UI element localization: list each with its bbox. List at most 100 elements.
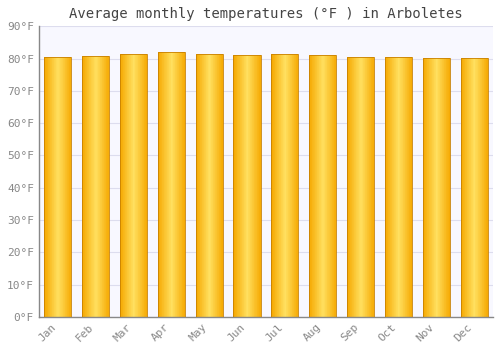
Bar xyxy=(255,55,256,317)
Bar xyxy=(104,56,105,317)
Bar xyxy=(214,54,216,317)
Bar xyxy=(240,55,241,317)
Bar xyxy=(56,57,57,317)
Bar xyxy=(243,55,244,317)
Bar xyxy=(334,55,335,317)
Bar xyxy=(406,57,408,317)
Bar xyxy=(460,58,461,317)
Bar xyxy=(348,57,349,317)
Bar xyxy=(166,52,167,317)
Bar xyxy=(479,58,480,317)
Bar xyxy=(132,54,133,317)
Bar xyxy=(92,56,93,317)
Bar xyxy=(128,54,130,317)
Bar xyxy=(443,58,444,317)
Bar xyxy=(282,54,283,317)
Bar xyxy=(47,57,48,317)
Bar xyxy=(327,55,328,317)
Bar xyxy=(440,58,441,317)
Bar xyxy=(309,55,310,317)
Bar xyxy=(122,54,123,317)
Bar xyxy=(222,54,223,317)
Bar xyxy=(410,57,412,317)
Bar xyxy=(290,54,291,317)
Bar xyxy=(385,57,412,317)
Bar xyxy=(66,57,68,317)
Bar xyxy=(358,57,359,317)
Bar xyxy=(283,54,284,317)
Bar xyxy=(276,54,278,317)
Bar xyxy=(182,52,183,317)
Bar xyxy=(70,57,72,317)
Bar xyxy=(481,58,482,317)
Bar xyxy=(329,55,330,317)
Bar xyxy=(100,56,101,317)
Bar xyxy=(244,55,245,317)
Bar xyxy=(106,56,107,317)
Bar xyxy=(211,54,212,317)
Bar xyxy=(257,55,258,317)
Bar xyxy=(349,57,350,317)
Bar xyxy=(446,58,447,317)
Bar xyxy=(179,52,180,317)
Bar xyxy=(94,56,95,317)
Bar xyxy=(168,52,170,317)
Bar xyxy=(139,54,140,317)
Bar xyxy=(447,58,448,317)
Bar xyxy=(444,58,445,317)
Bar xyxy=(82,56,84,317)
Bar xyxy=(463,58,464,317)
Bar xyxy=(397,57,398,317)
Bar xyxy=(316,55,318,317)
Bar xyxy=(486,58,487,317)
Bar xyxy=(90,56,91,317)
Bar xyxy=(98,56,99,317)
Bar xyxy=(120,54,147,317)
Bar xyxy=(206,54,207,317)
Bar xyxy=(160,52,161,317)
Bar xyxy=(220,54,222,317)
Bar xyxy=(312,55,313,317)
Bar xyxy=(93,56,94,317)
Bar xyxy=(388,57,389,317)
Bar xyxy=(272,54,274,317)
Bar xyxy=(432,58,433,317)
Bar xyxy=(174,52,176,317)
Bar xyxy=(350,57,351,317)
Bar xyxy=(401,57,402,317)
Bar xyxy=(136,54,137,317)
Bar xyxy=(335,55,336,317)
Bar xyxy=(101,56,102,317)
Bar xyxy=(439,58,440,317)
Bar xyxy=(296,54,297,317)
Bar xyxy=(133,54,134,317)
Bar xyxy=(238,55,239,317)
Bar xyxy=(124,54,126,317)
Bar xyxy=(428,58,429,317)
Bar xyxy=(475,58,476,317)
Bar xyxy=(121,54,122,317)
Bar xyxy=(108,56,109,317)
Bar xyxy=(478,58,479,317)
Title: Average monthly temperatures (°F ) in Arboletes: Average monthly temperatures (°F ) in Ar… xyxy=(69,7,462,21)
Bar xyxy=(138,54,139,317)
Bar xyxy=(58,57,59,317)
Bar xyxy=(137,54,138,317)
Bar xyxy=(201,54,202,317)
Bar xyxy=(294,54,295,317)
Bar xyxy=(212,54,213,317)
Bar xyxy=(60,57,61,317)
Bar xyxy=(357,57,358,317)
Bar xyxy=(448,58,449,317)
Bar xyxy=(372,57,373,317)
Bar xyxy=(435,58,436,317)
Bar xyxy=(145,54,146,317)
Bar xyxy=(46,57,47,317)
Bar xyxy=(44,57,45,317)
Bar xyxy=(237,55,238,317)
Bar xyxy=(274,54,276,317)
Bar xyxy=(332,55,333,317)
Bar xyxy=(48,57,49,317)
Bar xyxy=(286,54,287,317)
Bar xyxy=(333,55,334,317)
